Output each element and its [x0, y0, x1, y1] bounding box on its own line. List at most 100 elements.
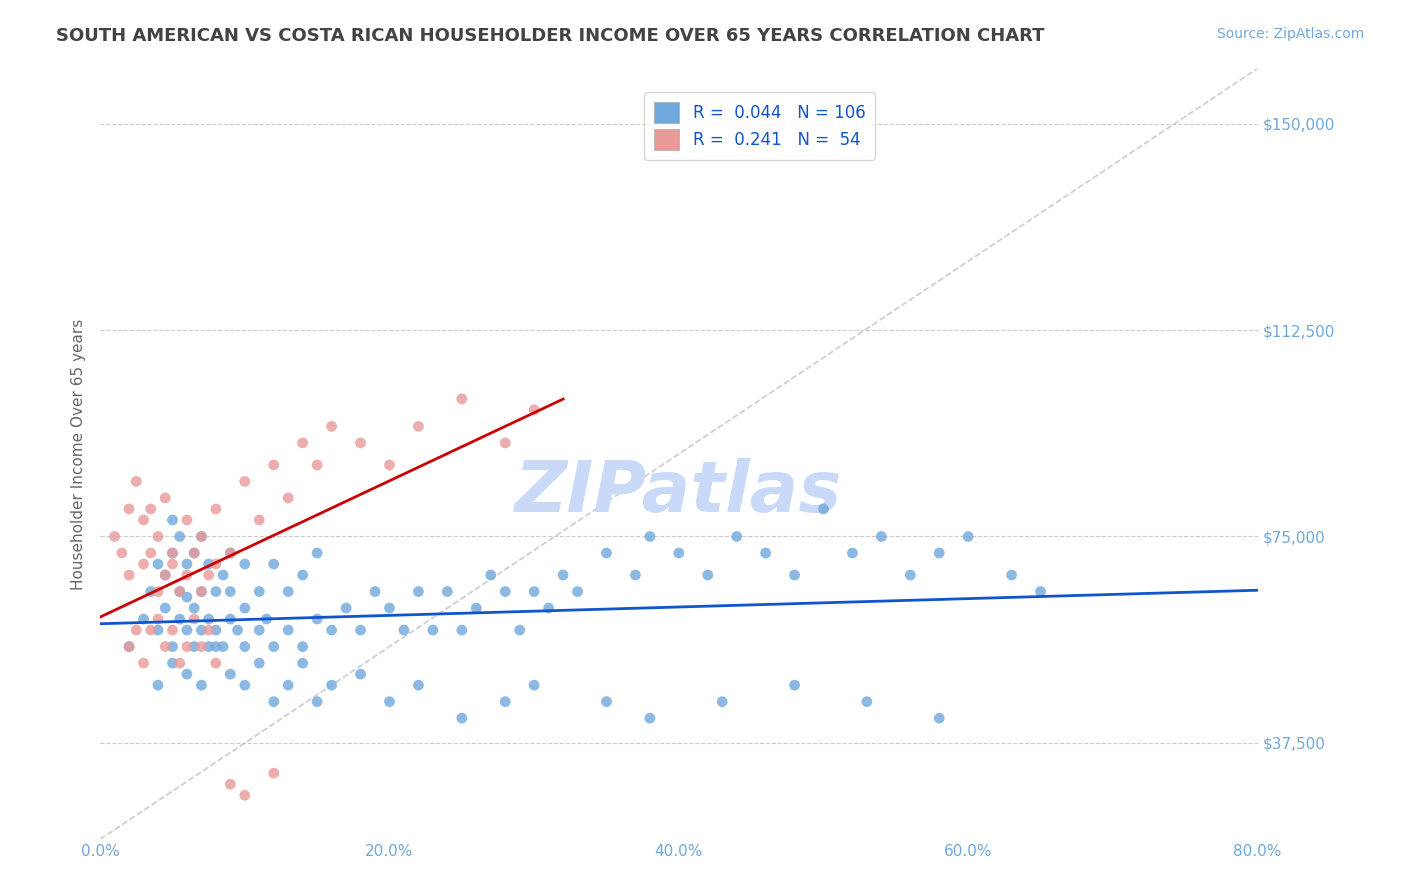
- Point: [291, 656, 314, 670]
- Point: [190, 678, 212, 692]
- Point: [307, 458, 329, 472]
- Point: [509, 623, 531, 637]
- Point: [183, 546, 205, 560]
- Point: [176, 557, 198, 571]
- Point: [928, 546, 950, 560]
- Point: [523, 402, 546, 417]
- Text: Source: ZipAtlas.com: Source: ZipAtlas.com: [1216, 27, 1364, 41]
- Point: [870, 529, 893, 543]
- Point: [146, 612, 169, 626]
- Point: [146, 584, 169, 599]
- Point: [928, 711, 950, 725]
- Point: [169, 529, 191, 543]
- Point: [408, 678, 430, 692]
- Point: [638, 711, 661, 725]
- Point: [205, 502, 228, 516]
- Point: [139, 502, 162, 516]
- Point: [494, 436, 516, 450]
- Point: [725, 529, 748, 543]
- Point: [176, 640, 198, 654]
- Point: [479, 568, 502, 582]
- Point: [212, 640, 235, 654]
- Point: [378, 601, 401, 615]
- Point: [408, 584, 430, 599]
- Point: [711, 695, 734, 709]
- Point: [247, 584, 270, 599]
- Point: [263, 640, 285, 654]
- Point: [183, 601, 205, 615]
- Point: [118, 640, 141, 654]
- Point: [307, 695, 329, 709]
- Point: [139, 623, 162, 637]
- Point: [233, 557, 256, 571]
- Point: [783, 568, 806, 582]
- Point: [595, 695, 617, 709]
- Point: [321, 419, 343, 434]
- Point: [668, 546, 690, 560]
- Point: [155, 568, 177, 582]
- Point: [247, 623, 270, 637]
- Point: [104, 529, 127, 543]
- Point: [696, 568, 718, 582]
- Point: [219, 612, 242, 626]
- Point: [349, 436, 371, 450]
- Point: [183, 612, 205, 626]
- Point: [197, 568, 219, 582]
- Point: [755, 546, 778, 560]
- Point: [841, 546, 863, 560]
- Point: [233, 640, 256, 654]
- Point: [219, 546, 242, 560]
- Point: [197, 623, 219, 637]
- Point: [176, 513, 198, 527]
- Point: [162, 557, 184, 571]
- Point: [205, 584, 228, 599]
- Point: [1029, 584, 1052, 599]
- Point: [162, 546, 184, 560]
- Point: [465, 601, 488, 615]
- Point: [321, 623, 343, 637]
- Point: [291, 640, 314, 654]
- Point: [155, 491, 177, 505]
- Point: [219, 777, 242, 791]
- Point: [219, 546, 242, 560]
- Point: [162, 546, 184, 560]
- Point: [176, 590, 198, 604]
- Point: [132, 656, 155, 670]
- Point: [263, 695, 285, 709]
- Point: [125, 475, 148, 489]
- Point: [183, 640, 205, 654]
- Point: [205, 557, 228, 571]
- Point: [307, 612, 329, 626]
- Point: [624, 568, 647, 582]
- Point: [450, 711, 472, 725]
- Point: [190, 584, 212, 599]
- Point: [551, 568, 574, 582]
- Y-axis label: Householder Income Over 65 years: Householder Income Over 65 years: [72, 318, 86, 590]
- Point: [638, 529, 661, 543]
- Point: [263, 557, 285, 571]
- Point: [291, 568, 314, 582]
- Legend: R =  0.044   N = 106, R =  0.241   N =  54: R = 0.044 N = 106, R = 0.241 N = 54: [644, 92, 876, 160]
- Point: [169, 656, 191, 670]
- Point: [277, 584, 299, 599]
- Point: [183, 546, 205, 560]
- Point: [190, 623, 212, 637]
- Point: [364, 584, 387, 599]
- Point: [111, 546, 134, 560]
- Point: [146, 557, 169, 571]
- Point: [162, 640, 184, 654]
- Point: [233, 601, 256, 615]
- Point: [321, 678, 343, 692]
- Point: [957, 529, 980, 543]
- Point: [450, 623, 472, 637]
- Point: [197, 640, 219, 654]
- Point: [190, 529, 212, 543]
- Point: [146, 529, 169, 543]
- Point: [205, 623, 228, 637]
- Point: [169, 612, 191, 626]
- Point: [263, 766, 285, 780]
- Point: [118, 568, 141, 582]
- Point: [155, 640, 177, 654]
- Point: [277, 678, 299, 692]
- Point: [132, 557, 155, 571]
